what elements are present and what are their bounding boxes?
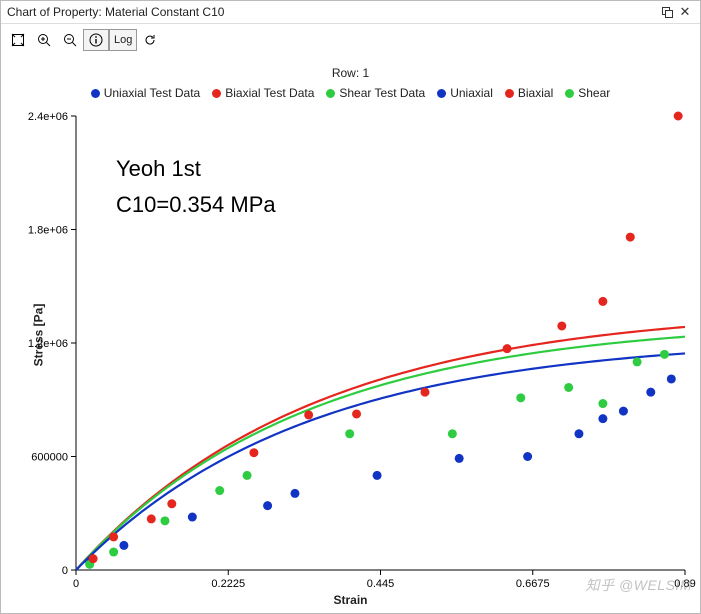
watermark: 知乎 @WELSIM — [586, 575, 692, 595]
svg-text:0: 0 — [62, 565, 68, 577]
zoom-out-button[interactable] — [57, 29, 83, 51]
chart-area: Row: 1 Uniaxial Test DataBiaxial Test Da… — [1, 56, 700, 613]
refresh-icon — [142, 32, 158, 48]
svg-text:2.4e+06: 2.4e+06 — [28, 111, 68, 123]
svg-text:1.8e+06: 1.8e+06 — [28, 225, 68, 237]
fit-all-button[interactable] — [5, 29, 31, 51]
window-title: Chart of Property: Material Constant C10 — [7, 5, 658, 19]
info-icon — [88, 32, 104, 48]
zoom-out-icon — [62, 32, 78, 48]
chart-window: Chart of Property: Material Constant C10… — [0, 0, 701, 614]
svg-text:0: 0 — [73, 578, 79, 590]
dock-icon[interactable] — [658, 3, 676, 21]
info-button[interactable] — [83, 29, 109, 51]
svg-text:0.2225: 0.2225 — [211, 578, 245, 590]
plot-canvas[interactable]: 00.22250.4450.66750.8906000001.2e+061.8e… — [1, 56, 700, 614]
fit-all-icon — [10, 32, 26, 48]
svg-text:1.2e+06: 1.2e+06 — [28, 338, 68, 350]
toolbar: Log — [1, 24, 700, 56]
log-button[interactable]: Log — [109, 29, 137, 51]
svg-text:600000: 600000 — [31, 452, 68, 464]
zoom-in-button[interactable] — [31, 29, 57, 51]
svg-text:0.6675: 0.6675 — [516, 578, 550, 590]
svg-text:0.445: 0.445 — [367, 578, 395, 590]
zoom-in-icon — [36, 32, 52, 48]
close-icon[interactable]: ✕ — [676, 3, 694, 21]
titlebar: Chart of Property: Material Constant C10… — [1, 1, 700, 24]
reset-button[interactable] — [137, 29, 163, 51]
